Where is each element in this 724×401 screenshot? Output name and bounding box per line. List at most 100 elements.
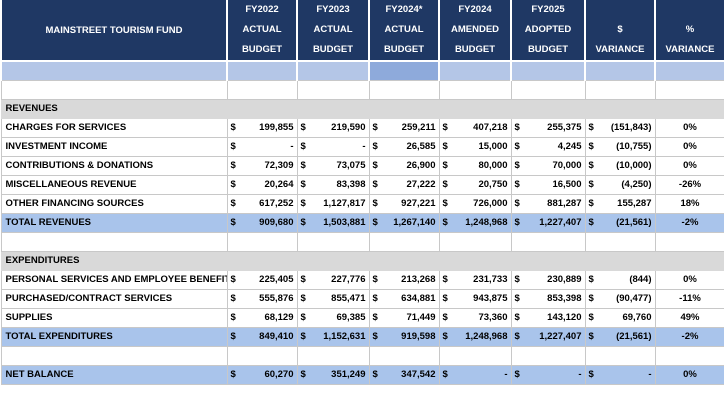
amount: (10,755)	[616, 141, 652, 152]
money-cell: $68,129	[226, 307, 298, 328]
money-wrap: $199,855	[231, 122, 294, 133]
amount: 60,270	[264, 369, 294, 380]
money-cell: $73,360	[438, 307, 512, 328]
data-row: PURCHASED/CONTRACT SERVICES $555,876 $855,…	[0, 288, 724, 309]
money-cell: $16,500	[510, 174, 586, 195]
total-row: NET BALANCE $60,270 $351,249 $347,542 $ - $ - $ -…	[0, 364, 724, 385]
amount: 68,129	[264, 312, 294, 323]
money-wrap: $1,227,407	[515, 217, 582, 228]
header-line-space	[657, 0, 723, 20]
money-wrap: $219,590	[301, 122, 366, 133]
amount: -	[504, 369, 508, 380]
amount: 726,000	[473, 198, 508, 209]
money-cell: $73,075	[296, 155, 370, 176]
money-cell: $213,268	[368, 269, 440, 290]
money-wrap: $ (90,477)	[589, 293, 652, 304]
blank-cell	[584, 79, 656, 100]
money-cell: $726,000	[438, 193, 512, 214]
money-cell: $20,264	[226, 174, 298, 195]
money-cell: $ (21,561)	[584, 326, 656, 347]
money-cell: $ (151,843)	[584, 117, 656, 138]
currency: $	[230, 331, 236, 342]
currency: $	[514, 160, 520, 171]
percent-cell: 0%	[654, 136, 724, 157]
money-wrap: $70,000	[515, 160, 582, 171]
money-cell: $69,385	[296, 307, 370, 328]
money-cell: $555,876	[226, 288, 298, 309]
currency: $	[300, 331, 306, 342]
money-wrap: $1,248,968	[443, 331, 508, 342]
money-cell: $ -	[584, 364, 656, 385]
money-cell: $71,449	[368, 307, 440, 328]
header-cell: FY2025 ADOPTED BUDGET	[510, 0, 586, 62]
money-cell: $ (844)	[584, 269, 656, 290]
percent-cell: -11%	[654, 288, 724, 309]
header-line: AMENDED	[450, 24, 500, 35]
row-label: INVESTMENT INCOME	[0, 136, 228, 157]
money-cell: $259,211	[368, 117, 440, 138]
money-wrap: $73,075	[301, 160, 366, 171]
amount: 70,000	[552, 160, 582, 171]
blank-cell	[296, 345, 370, 366]
data-row: OTHER FINANCING SOURCES $617,252 $1,127,81…	[0, 193, 724, 214]
currency: $	[588, 217, 594, 228]
amount: 407,218	[473, 122, 508, 133]
currency: $	[588, 179, 594, 190]
money-cell: $849,410	[226, 326, 298, 347]
money-wrap: $ -	[443, 369, 508, 380]
money-wrap: $ -	[589, 369, 652, 380]
money-cell: $855,471	[296, 288, 370, 309]
currency: $	[300, 369, 306, 380]
money-cell: $69,760	[584, 307, 656, 328]
money-cell: $1,152,631	[296, 326, 370, 347]
currency: $	[442, 331, 448, 342]
amount: 617,252	[259, 198, 294, 209]
row-label: NET BALANCE	[0, 364, 228, 385]
currency: $	[372, 331, 378, 342]
money-wrap: $1,127,817	[301, 198, 366, 209]
section-cell	[654, 250, 724, 271]
money-cell: $1,248,968	[438, 212, 512, 233]
currency: $	[230, 274, 236, 285]
section-cell	[368, 250, 440, 271]
money-wrap: $83,398	[301, 179, 366, 190]
amount: 71,449	[406, 312, 436, 323]
percent-cell: -2%	[654, 326, 724, 347]
money-cell: $1,227,407	[510, 212, 586, 233]
data-row: MISCELLANEOUS REVENUE $20,264 $83,398 $27,2…	[0, 174, 724, 195]
band-row	[0, 61, 724, 80]
money-wrap: $347,542	[373, 369, 436, 380]
amount: 1,248,968	[465, 331, 508, 342]
blank-cell	[438, 231, 512, 252]
header-line: FY2024*	[385, 4, 423, 15]
amount: 69,385	[336, 312, 366, 323]
amount: 259,211	[401, 122, 436, 133]
percent-cell: 0%	[654, 155, 724, 176]
section-title: EXPENDITURES	[0, 250, 228, 271]
currency: $	[442, 179, 448, 190]
amount: -	[362, 141, 366, 152]
blank-cell	[226, 231, 298, 252]
money-wrap: $26,585	[373, 141, 436, 152]
money-cell: $26,585	[368, 136, 440, 157]
money-cell: $909,680	[226, 212, 298, 233]
currency: $	[514, 293, 520, 304]
money-wrap: $231,733	[443, 274, 508, 285]
currency: $	[230, 312, 236, 323]
money-wrap: $ -	[231, 141, 294, 152]
band-cell	[510, 61, 586, 80]
header-line: BUDGET	[312, 44, 354, 55]
money-wrap: $20,750	[443, 179, 508, 190]
money-cell: $634,881	[368, 288, 440, 309]
total-row: TOTAL EXPENDITURES $849,410 $1,152,631 $919…	[0, 326, 724, 347]
section-cell	[510, 250, 586, 271]
money-wrap: $60,270	[231, 369, 294, 380]
header-line: VARIANCE	[595, 44, 645, 55]
money-cell: $70,000	[510, 155, 586, 176]
amount: 155,287	[617, 198, 652, 209]
header-line: ACTUAL	[242, 24, 282, 35]
section-cell	[510, 98, 586, 119]
money-wrap: $ (10,755)	[589, 141, 652, 152]
money-cell: $ (4,250)	[584, 174, 656, 195]
money-wrap: $1,503,881	[301, 217, 366, 228]
